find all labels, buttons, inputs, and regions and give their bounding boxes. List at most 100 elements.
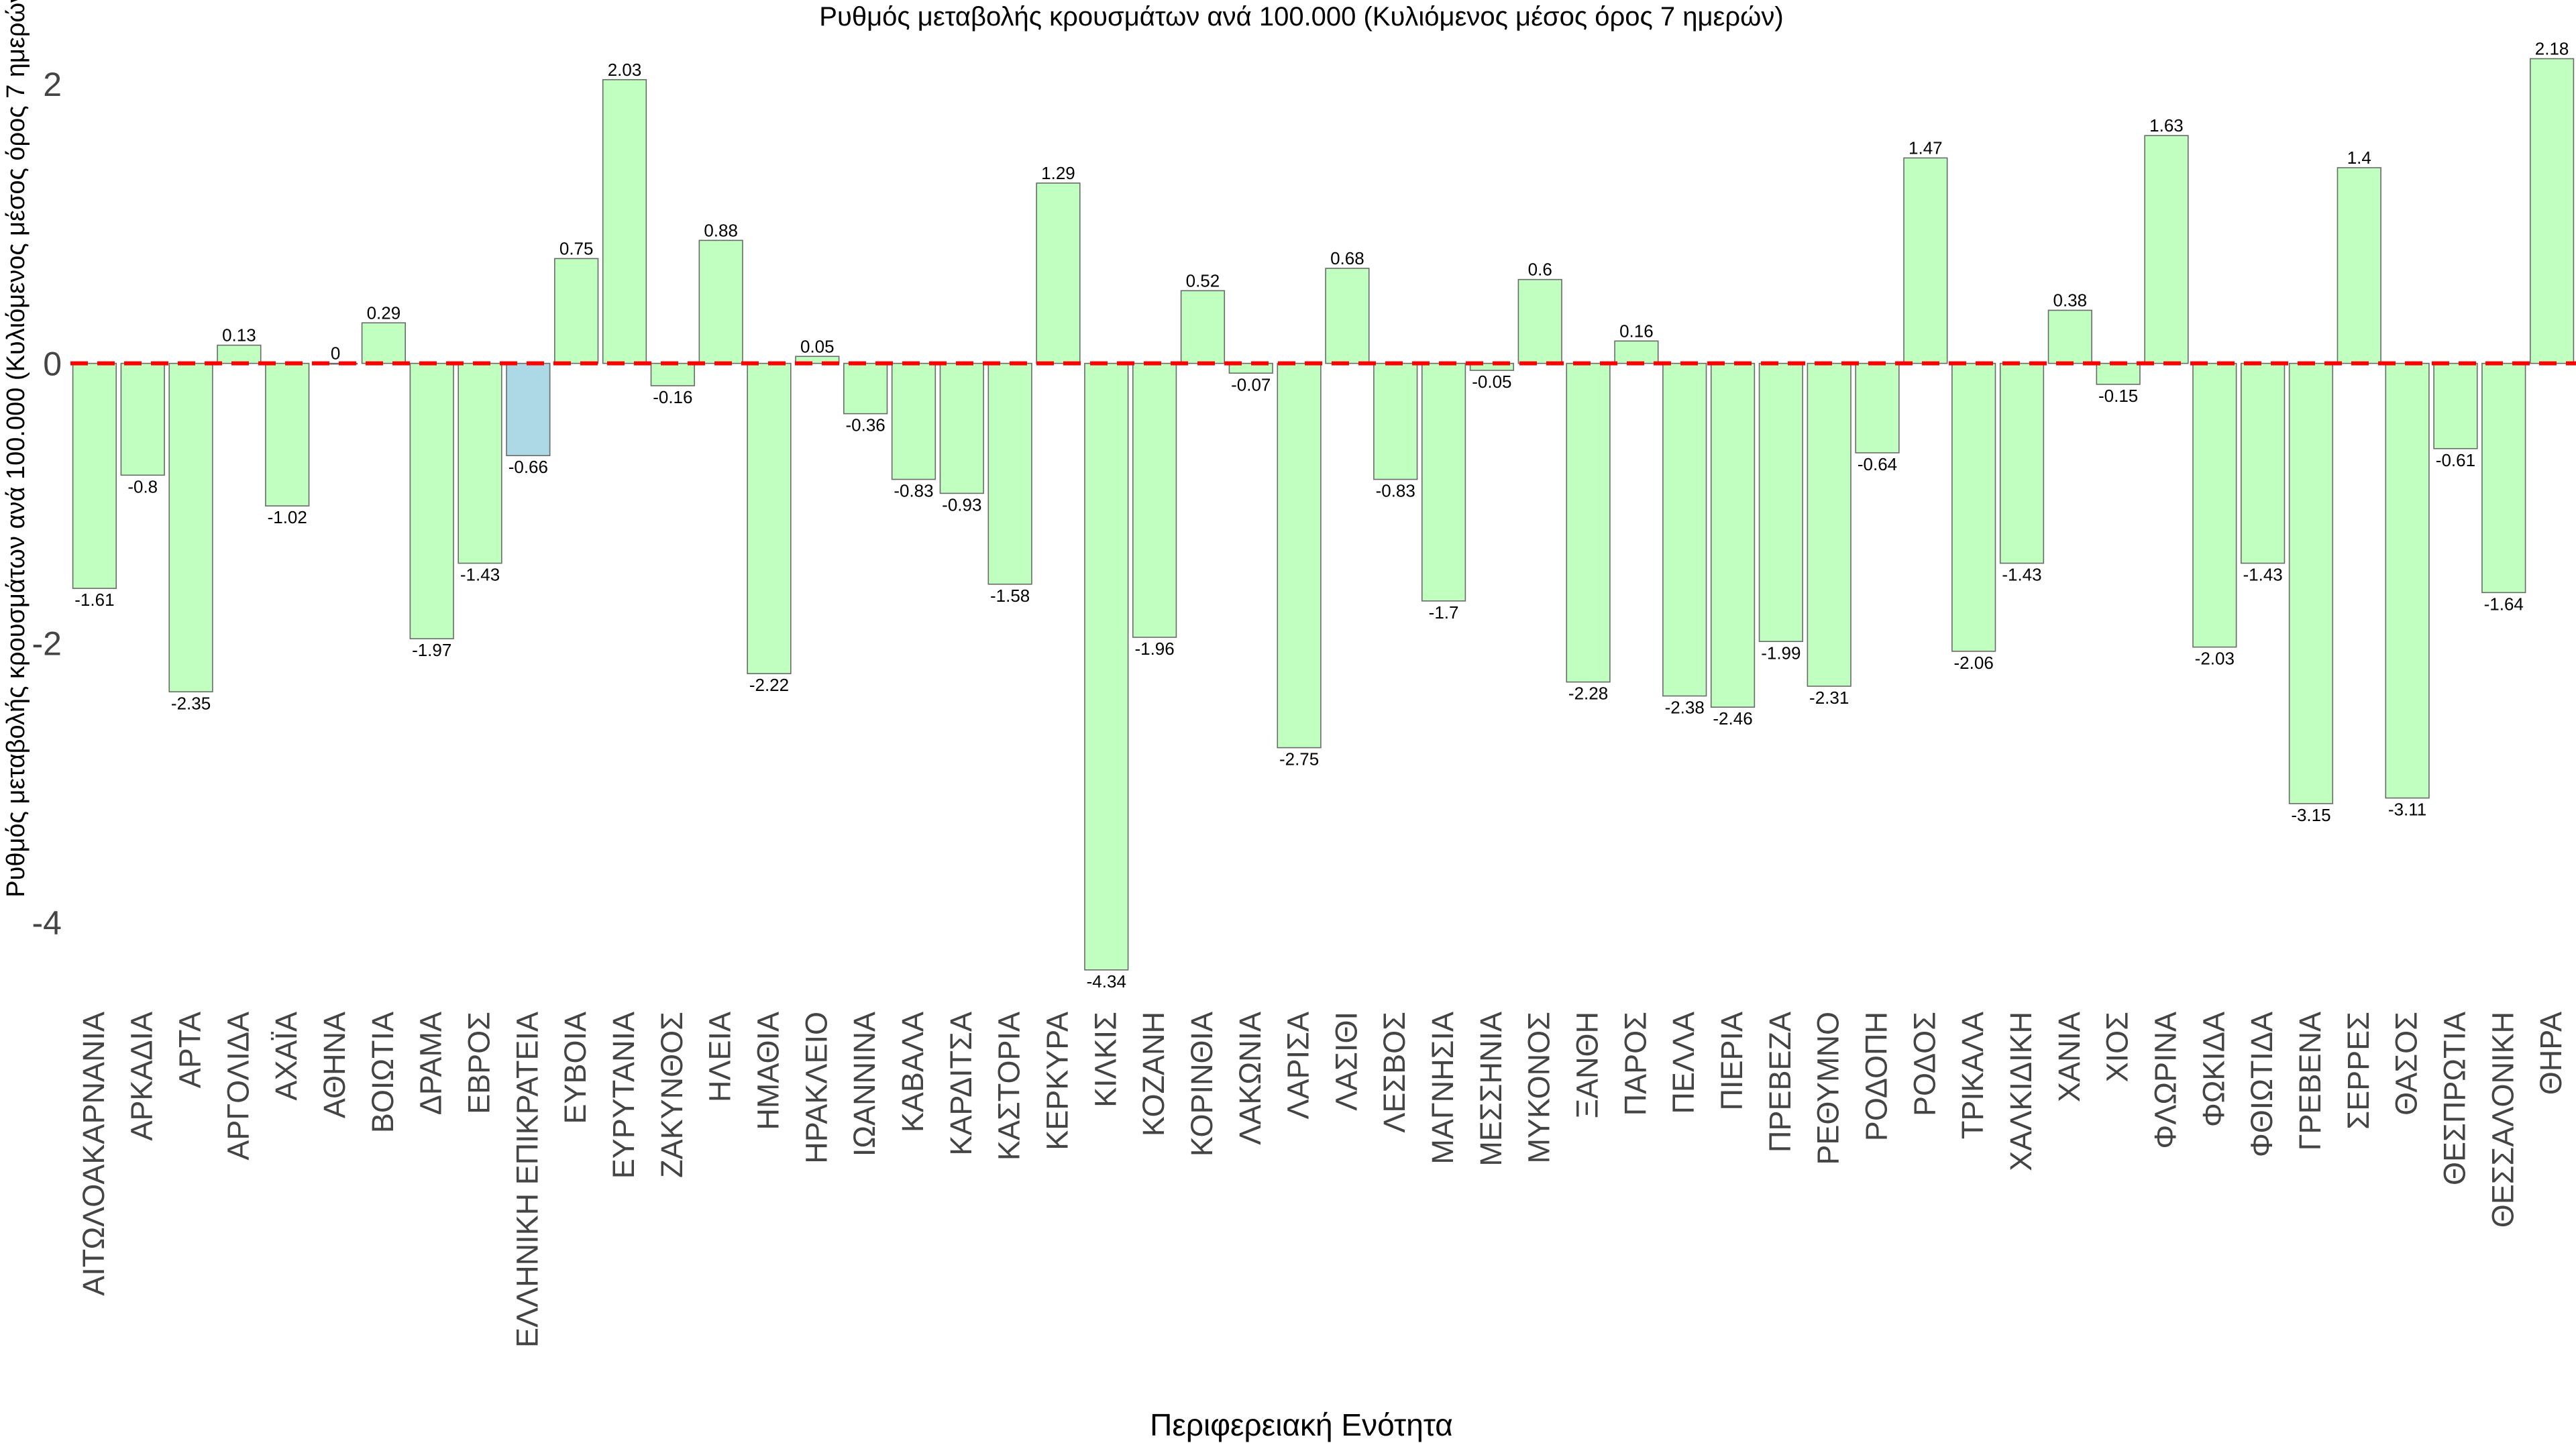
bar bbox=[1614, 340, 1659, 364]
bar-value-label: 0.13 bbox=[222, 325, 256, 345]
bar-value-label: -2.28 bbox=[1568, 684, 1608, 704]
bar bbox=[650, 362, 695, 386]
x-tick-label: ΧΙΟΣ bbox=[2100, 1012, 2135, 1082]
x-tick-label: ΚΕΡΚΥΡΑ bbox=[1040, 1012, 1074, 1150]
bar-value-label: -2.75 bbox=[1279, 749, 1319, 769]
bar-value-label: -1.43 bbox=[2002, 565, 2041, 585]
x-tick-label: ΘΗΡΑ bbox=[2534, 1012, 2568, 1095]
bar-value-label: -0.16 bbox=[653, 387, 692, 407]
bar bbox=[2433, 362, 2478, 449]
x-tick-label: ΑΧΑΪΑ bbox=[269, 1012, 303, 1101]
bar-value-label: -0.61 bbox=[2436, 450, 2475, 470]
bar bbox=[1325, 268, 1370, 364]
x-tick-label: ΑΘΗΝΑ bbox=[317, 1012, 352, 1118]
bar bbox=[168, 362, 213, 693]
bar bbox=[1373, 362, 1418, 480]
bar bbox=[1036, 182, 1081, 364]
bar bbox=[2096, 362, 2141, 385]
bar-value-label: -0.8 bbox=[127, 476, 158, 496]
bar bbox=[1566, 362, 1611, 683]
bar bbox=[72, 362, 117, 589]
x-tick-label: ΕΛΛΗΝΙΚΗ ΕΠΙΚΡΑΤΕΙΑ bbox=[510, 1012, 544, 1348]
x-tick-label: ΞΑΝΘΗ bbox=[1570, 1012, 1605, 1118]
bar-value-label: -2.06 bbox=[1954, 653, 1994, 673]
y-tick-label: 0 bbox=[43, 345, 62, 383]
bar-value-label: -0.66 bbox=[508, 457, 548, 477]
bar-value-label: 0.29 bbox=[367, 303, 401, 323]
bar-value-label: 0.38 bbox=[2053, 290, 2088, 311]
x-tick-label: ΛΑΣΙΘΙ bbox=[1329, 1012, 1363, 1111]
x-tick-label: ΜΑΓΝΗΣΙΑ bbox=[1426, 1012, 1460, 1165]
bar bbox=[795, 356, 840, 364]
bar-value-label: -1.7 bbox=[1429, 602, 1459, 623]
bars bbox=[72, 58, 2575, 971]
bar bbox=[602, 78, 647, 364]
x-tick-label: ΘΑΣΟΣ bbox=[2390, 1012, 2424, 1116]
bar bbox=[1277, 362, 1322, 749]
x-tick-label: ΧΑΛΚΙΔΙΚΗ bbox=[2004, 1012, 2038, 1171]
x-tick-label: ΧΑΝΙΑ bbox=[2052, 1012, 2086, 1102]
bar-value-label: 1.4 bbox=[2347, 148, 2371, 168]
bar bbox=[2288, 362, 2334, 804]
bar bbox=[1710, 362, 1756, 708]
bar-value-label: -0.15 bbox=[2098, 386, 2138, 406]
bar-value-label: 0.16 bbox=[1619, 321, 1654, 341]
x-tick-label: ΒΟΙΩΤΙΑ bbox=[366, 1012, 400, 1133]
bar bbox=[1228, 362, 1273, 374]
x-tick-label: ΦΛΩΡΙΝΑ bbox=[2148, 1012, 2182, 1149]
bar-value-label: -2.35 bbox=[171, 693, 211, 713]
bar-value-label: -2.03 bbox=[2195, 649, 2235, 669]
bar-value-label: 0.52 bbox=[1186, 270, 1220, 290]
bar-value-label: -2.46 bbox=[1713, 708, 1752, 729]
x-tick-label: ΗΜΑΘΙΑ bbox=[751, 1012, 785, 1130]
bar-value-label: -0.93 bbox=[942, 494, 981, 515]
bar bbox=[1951, 362, 1996, 652]
x-tick-label: ΕΥΡΥΤΑΝΙΑ bbox=[606, 1012, 641, 1179]
bar-value-label: -0.83 bbox=[1376, 481, 1415, 501]
bar-value-label: -2.31 bbox=[1809, 688, 1849, 708]
x-tick-label: ΚΑΡΔΙΤΣΑ bbox=[944, 1012, 978, 1156]
x-tick-label: ΜΥΚΟΝΟΣ bbox=[1522, 1012, 1556, 1163]
y-tick-label: -2 bbox=[32, 625, 62, 662]
x-tick-label: ΛΕΣΒΟΣ bbox=[1377, 1012, 1411, 1133]
x-tick-label: ΘΕΣΠΡΩΤΙΑ bbox=[2437, 1012, 2471, 1185]
bar-value-label: 2.03 bbox=[608, 60, 642, 80]
x-tick-label: ΠΡΕΒΕΖΑ bbox=[1763, 1012, 1797, 1152]
x-tick-label: ΛΑΡΙΣΑ bbox=[1281, 1012, 1316, 1119]
bar-value-label: 1.29 bbox=[1041, 163, 1075, 183]
bar bbox=[1903, 157, 1948, 364]
bar bbox=[987, 362, 1032, 585]
x-tick-label: ΠΙΕΡΙΑ bbox=[1715, 1012, 1749, 1111]
x-tick-label: ΠΕΛΛΑ bbox=[1666, 1012, 1701, 1114]
bar bbox=[1662, 362, 1707, 697]
bar bbox=[2385, 362, 2430, 799]
x-tick-label: ΕΥΒΟΙΑ bbox=[558, 1012, 592, 1124]
bar bbox=[2144, 135, 2189, 364]
x-tick-label: ΠΑΡΟΣ bbox=[1618, 1012, 1652, 1116]
bar bbox=[939, 362, 984, 494]
bar bbox=[409, 362, 454, 639]
bar bbox=[217, 344, 262, 364]
x-tick-label: ΦΘΙΩΤΙΔΑ bbox=[2245, 1012, 2279, 1157]
x-axis-tick-labels: ΑΙΤΩΛΟΑΚΑΡΝΑΝΙΑ ΑΡΚΑΔΙΑ ΑΡΤΑ ΑΡΓΟΛΙΔΑ ΑΧΑΪΑ Α… bbox=[76, 1012, 2568, 1348]
bar-value-label: 1.63 bbox=[2149, 115, 2184, 136]
x-tick-label: ΡΟΔΟΣ bbox=[1907, 1012, 1941, 1116]
bar-value-label: 0 bbox=[331, 343, 340, 364]
x-tick-label: ΑΙΤΩΛΟΑΚΑΡΝΑΝΙΑ bbox=[76, 1012, 111, 1296]
bar-value-label: -1.43 bbox=[2243, 565, 2282, 585]
y-axis-label: Ρυθμός μεταβολής κρουσμάτων ανά 100.000 … bbox=[2, 0, 30, 898]
bar-value-label: -1.61 bbox=[74, 590, 114, 610]
bar-value-labels: -1.61 -0.8 -2.35 0.13 -1.02 0 0.29 -1.97 -1.43 -0… bbox=[74, 39, 2569, 991]
bar-value-label: -1.58 bbox=[990, 586, 1030, 606]
x-tick-label: ΑΡΓΟΛΙΔΑ bbox=[221, 1012, 255, 1161]
bar bbox=[2481, 362, 2526, 594]
bar-value-label: -2.38 bbox=[1665, 698, 1705, 718]
bar bbox=[2192, 362, 2237, 648]
y-tick-label: 2 bbox=[43, 66, 62, 103]
x-tick-label: ΚΑΒΑΛΑ bbox=[896, 1012, 930, 1132]
bar bbox=[698, 239, 743, 364]
x-tick-label: ΕΒΡΟΣ bbox=[462, 1012, 496, 1114]
x-axis-label: Περιφερειακή Ενότητα bbox=[1150, 1407, 1453, 1442]
x-tick-label: ΓΡΕΒΕΝΑ bbox=[2293, 1012, 2327, 1150]
